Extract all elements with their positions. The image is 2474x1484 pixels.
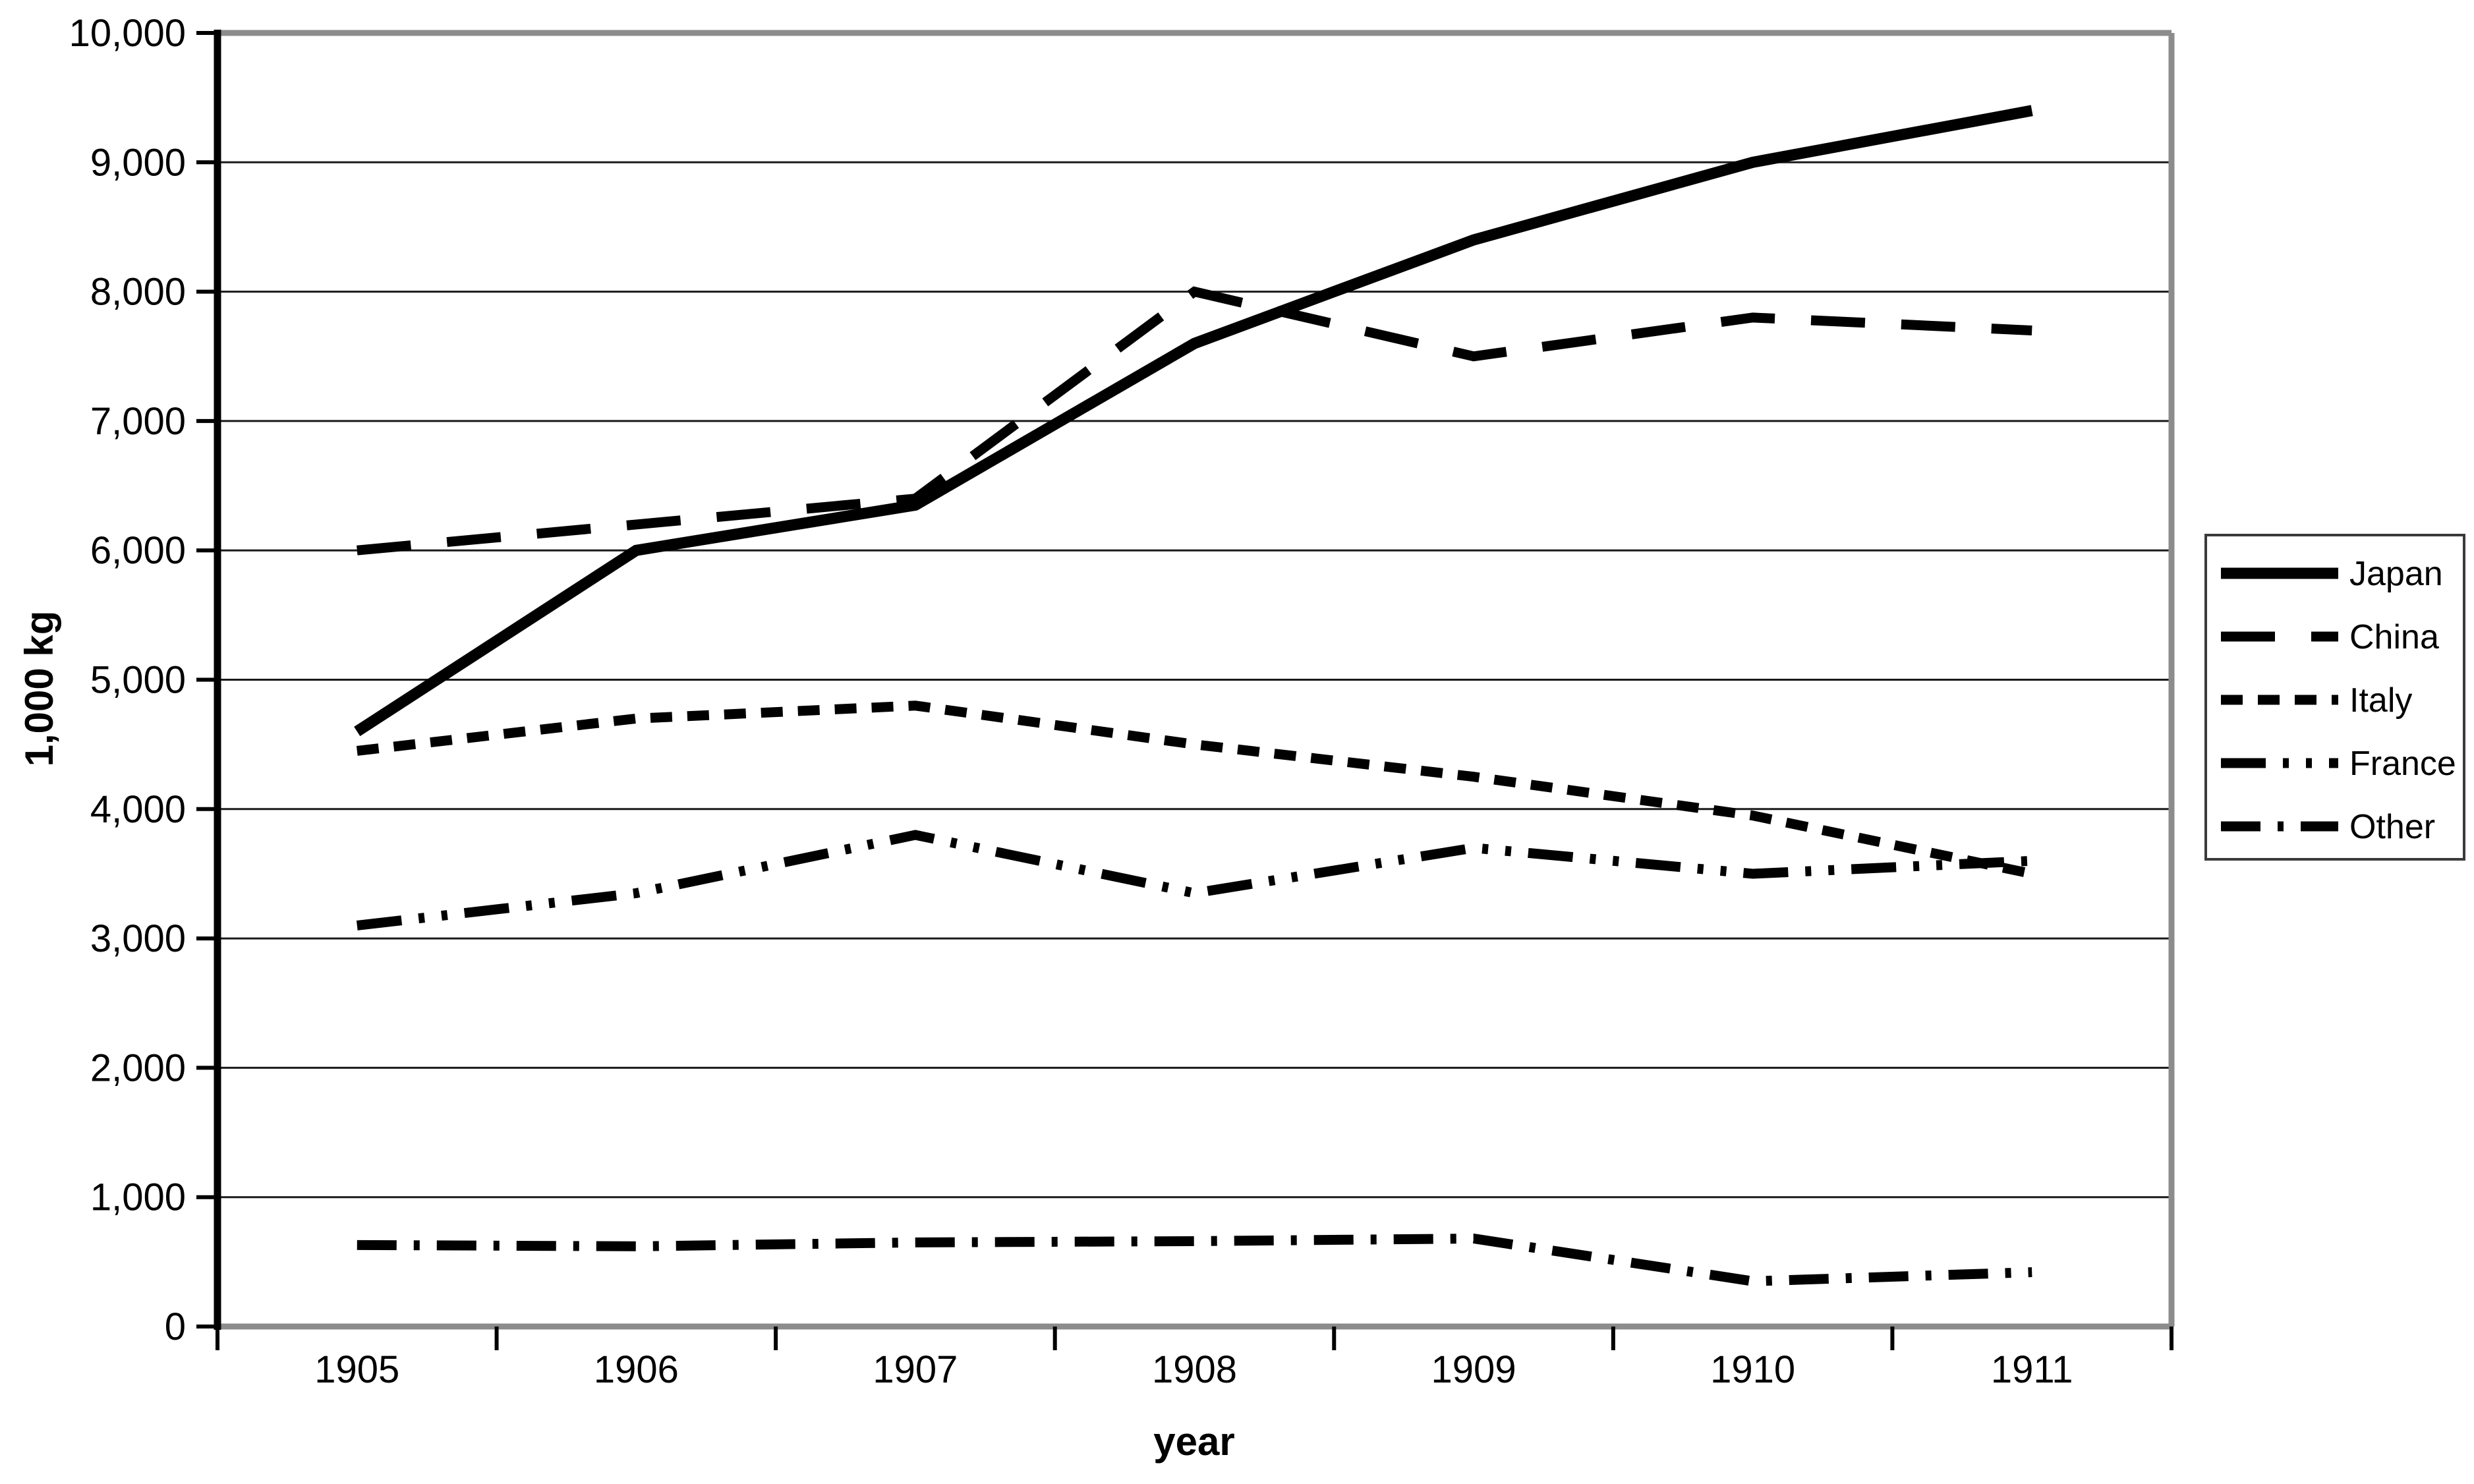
y-tick-label: 2,000 bbox=[90, 1046, 186, 1089]
y-tick-label: 5,000 bbox=[90, 659, 186, 702]
legend-label-japan: Japan bbox=[2349, 555, 2443, 593]
legend-label-china: China bbox=[2349, 618, 2439, 656]
x-tick-label: 1906 bbox=[594, 1348, 679, 1391]
series-line-japan bbox=[354, 105, 2033, 737]
x-tick-label: 1911 bbox=[1991, 1348, 2073, 1391]
y-tick-label: 8,000 bbox=[90, 271, 186, 314]
x-tick-label: 1908 bbox=[1152, 1348, 1237, 1391]
y-tick-label: 3,000 bbox=[90, 917, 186, 960]
x-tick-label: 1907 bbox=[873, 1348, 958, 1391]
x-tick-label: 1910 bbox=[1710, 1348, 1795, 1391]
x-tick-label: 1905 bbox=[314, 1348, 399, 1391]
legend-label-france: France bbox=[2349, 745, 2456, 783]
y-tick-label: 6,000 bbox=[90, 529, 186, 572]
y-tick-label: 9,000 bbox=[90, 141, 186, 184]
y-axis-title: 1,000 kg bbox=[17, 611, 61, 767]
legend-label-other: Other bbox=[2349, 808, 2435, 846]
series-line-italy bbox=[356, 700, 2033, 879]
x-tick-label: 1909 bbox=[1431, 1348, 1516, 1391]
y-tick-label: 0 bbox=[165, 1305, 186, 1348]
x-axis-title: year bbox=[1153, 1419, 1234, 1464]
y-tick-label: 1,000 bbox=[90, 1176, 186, 1219]
y-tick-label: 10,000 bbox=[69, 12, 186, 55]
series-line-other bbox=[357, 1234, 2032, 1286]
series-line-france bbox=[356, 830, 2032, 930]
legend-label-italy: Italy bbox=[2349, 681, 2412, 720]
y-tick-label: 7,000 bbox=[90, 400, 186, 443]
y-tick-label: 4,000 bbox=[90, 788, 186, 831]
series-line-china bbox=[357, 286, 2032, 556]
